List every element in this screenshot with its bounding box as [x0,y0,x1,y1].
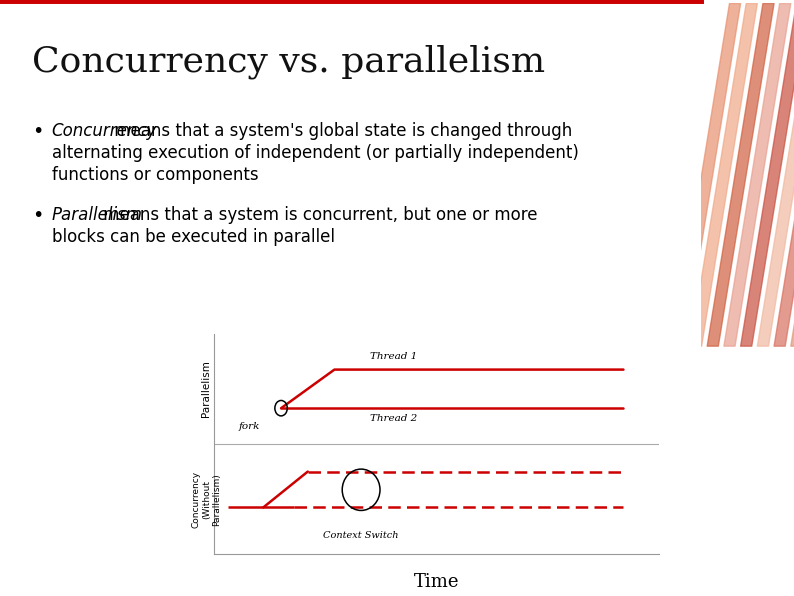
Bar [713,560,773,573]
Bar [748,535,773,573]
Text: Concurrency
(Without
Parallelism): Concurrency (Without Parallelism) [191,471,222,527]
Text: fork: fork [239,421,260,430]
Text: Concurrency: Concurrency [52,122,157,140]
Text: HighLoad++: HighLoad++ [737,383,754,499]
Text: Concurrency vs. parallelism: Concurrency vs. parallelism [32,45,545,79]
Text: Parallelism: Parallelism [202,361,211,417]
Text: alternating execution of independent (or partially independent): alternating execution of independent (or… [52,144,579,162]
Text: Thread 2: Thread 2 [370,414,418,423]
Text: functions or components: functions or components [52,166,258,184]
Text: blocks can be executed in parallel: blocks can be executed in parallel [52,228,334,246]
Bar [713,535,734,573]
Text: means that a system's global state is changed through: means that a system's global state is ch… [109,122,572,140]
Text: Context Switch: Context Switch [323,531,399,540]
Text: Time: Time [414,573,460,591]
Text: Thread 1: Thread 1 [370,352,418,361]
Text: •: • [32,122,43,141]
Text: Parallelism: Parallelism [52,206,143,224]
Text: •: • [32,206,43,225]
Text: means that a system is concurrent, but one or more: means that a system is concurrent, but o… [98,206,538,224]
